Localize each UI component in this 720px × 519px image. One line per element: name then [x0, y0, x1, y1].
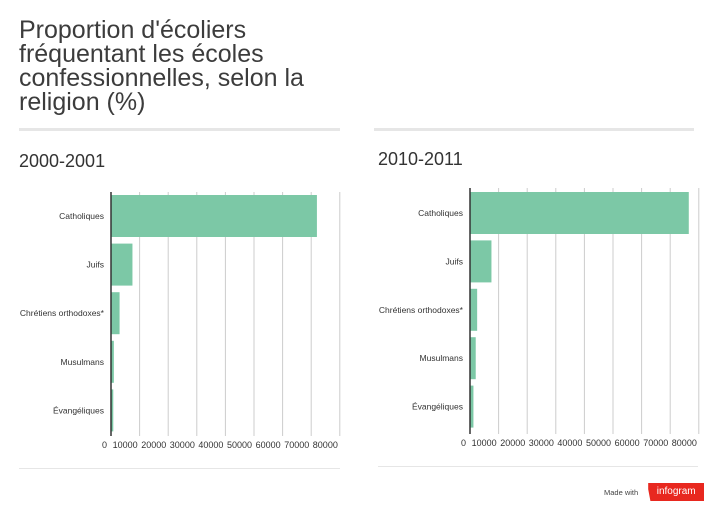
tick-label: 20000	[500, 438, 525, 448]
tick-label: 50000	[227, 440, 252, 450]
category-label: Évangéliques	[53, 405, 104, 415]
bar-chart-2000-svg: Catholiques Juifs Chrétiens orthodoxes* Mus…	[20, 192, 341, 450]
bar-3	[470, 337, 476, 380]
tick-label: 60000	[256, 440, 281, 450]
tick-label: 60000	[615, 438, 640, 448]
bar-chart-2010-svg: Catholiques Juifs Chrétiens orthodoxes* Mus…	[379, 188, 700, 448]
bar-chart-2010: Catholiques Juifs Chrétiens orthodoxes* Mus…	[360, 180, 720, 460]
bar-2	[470, 288, 478, 331]
tick-label: 40000	[198, 440, 223, 450]
chart-title-2010: 2010-2011	[378, 149, 463, 169]
category-label: Juifs	[446, 256, 463, 266]
bar-chart-2000: Catholiques Juifs Chrétiens orthodoxes* Mus…	[0, 180, 360, 460]
category-label: Évangéliques	[412, 402, 463, 412]
category-label: Chrétiens orthodoxes*	[20, 308, 105, 318]
bar-1	[111, 243, 133, 286]
category-label: Catholiques	[59, 211, 104, 221]
chart-title-2000: 2000-2001	[19, 151, 106, 171]
tick-label: 10000	[113, 440, 138, 450]
tick-label: 0	[461, 438, 466, 448]
tick-label: 80000	[313, 440, 338, 450]
footer: Made with infogram	[604, 483, 705, 501]
tick-label: 50000	[586, 438, 611, 448]
tick-label: 70000	[643, 438, 668, 448]
category-label: Musulmans	[420, 353, 463, 363]
tick-label: 80000	[672, 438, 697, 448]
bar-0	[470, 192, 689, 234]
tick-label: 20000	[141, 440, 166, 450]
bar-1	[470, 240, 492, 283]
bar-4	[111, 389, 114, 432]
infogram-logo[interactable]: infogram	[648, 483, 705, 501]
page-title: Proportion d'écoliers fréquentant les éc…	[19, 16, 304, 116]
chart-bottom-divider-left	[19, 468, 340, 469]
bar-2	[111, 292, 120, 335]
tick-label: 40000	[557, 438, 582, 448]
title-divider-left	[19, 128, 340, 131]
made-with-label: Made with	[604, 487, 639, 497]
tick-label: 0	[102, 440, 107, 450]
chart-bottom-divider-right	[378, 466, 698, 467]
tick-label: 30000	[529, 438, 554, 448]
bar-3	[111, 340, 114, 383]
tick-label: 70000	[284, 440, 309, 450]
tick-label: 30000	[170, 440, 195, 450]
tick-label: 10000	[472, 438, 497, 448]
category-label: Chrétiens orthodoxes*	[379, 305, 464, 315]
category-label: Juifs	[87, 260, 104, 270]
title-divider-right	[374, 128, 694, 131]
category-label: Catholiques	[418, 208, 463, 218]
bar-4	[470, 385, 474, 428]
category-label: Musulmans	[61, 357, 104, 367]
bar-0	[111, 195, 317, 237]
